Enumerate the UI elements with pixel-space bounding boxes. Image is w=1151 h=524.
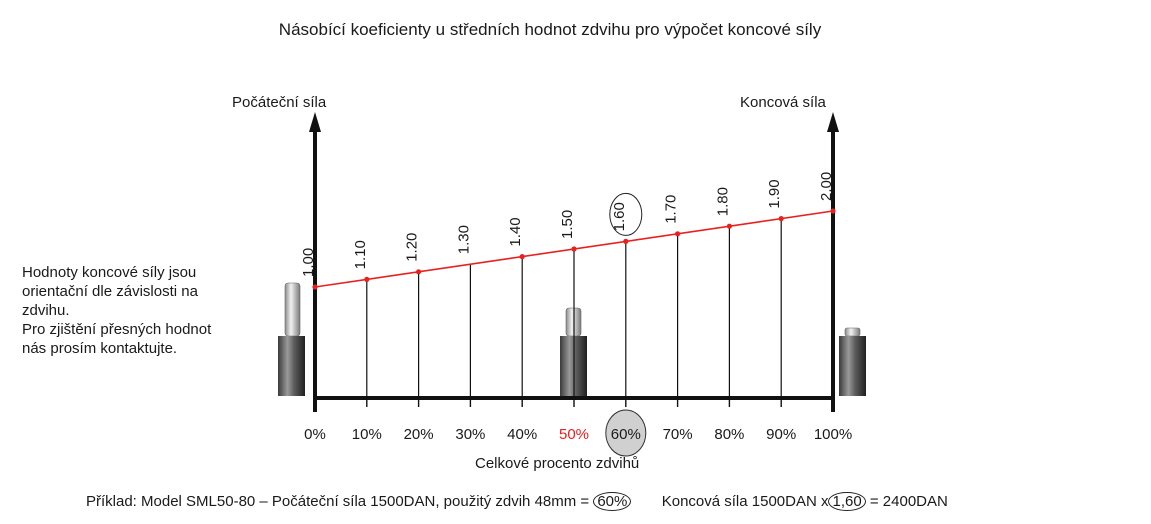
cylinder-extended-icon xyxy=(278,282,305,396)
note-line: orientační dle závislosti na xyxy=(22,283,198,300)
data-point xyxy=(571,246,577,252)
note-line: nás prosím kontaktujte. xyxy=(22,340,178,357)
note-line: zdvihu. xyxy=(22,302,70,319)
cylinder-compressed-icon xyxy=(839,327,866,396)
note-line: Pro zjištění přesných hodnot xyxy=(22,321,212,338)
value-label: 1.60 xyxy=(611,202,628,231)
example-result-suffix: = 2400DAN xyxy=(869,493,948,510)
right-axis-label: Koncová síla xyxy=(740,94,826,111)
value-label: 1.40 xyxy=(507,217,524,246)
example-result-prefix: Koncová síla 1500DAN x xyxy=(661,493,829,510)
x-tick-label: 80% xyxy=(714,426,744,443)
x-tick-label: 10% xyxy=(352,426,382,443)
x-tick-label: 90% xyxy=(766,426,796,443)
data-point xyxy=(519,254,525,260)
x-tick-label: 30% xyxy=(455,426,485,443)
x-tick-label: 60% xyxy=(611,426,641,443)
x-tick-label: 0% xyxy=(304,426,326,443)
value-label-circle-highlight xyxy=(609,192,643,236)
data-point xyxy=(623,238,629,244)
data-point xyxy=(830,208,836,214)
value-label: 1.50 xyxy=(559,210,576,239)
data-point xyxy=(312,284,318,290)
data-point xyxy=(726,223,733,229)
value-label: 1.30 xyxy=(455,225,472,254)
x-tick-label: 70% xyxy=(663,426,693,443)
x-tick-circle-highlight xyxy=(605,409,647,457)
note-line: Hodnoty koncové síly jsou xyxy=(22,264,197,281)
x-tick-label: 40% xyxy=(507,426,537,443)
value-label: 1.90 xyxy=(766,179,783,208)
data-point xyxy=(416,269,422,275)
example-factor-circled: 1,60 xyxy=(828,492,866,511)
value-label: 2.00 xyxy=(818,172,835,201)
value-label: 1.10 xyxy=(352,240,369,269)
x-tick-label: 20% xyxy=(404,426,434,443)
x-axis-title: Celkové procento zdvihů xyxy=(475,455,640,472)
note-text: Hodnoty koncové síly jsou orientační dle… xyxy=(22,263,211,358)
data-point xyxy=(364,276,370,282)
data-point xyxy=(778,216,784,222)
x-tick-label: 100% xyxy=(814,426,852,443)
right-axis-arrow-icon xyxy=(827,112,839,132)
data-point xyxy=(675,231,681,237)
value-label: 1.70 xyxy=(663,195,680,224)
left-axis-arrow-icon xyxy=(309,112,321,132)
left-axis-label: Počáteční síla xyxy=(232,94,327,111)
x-tick-label: 50% xyxy=(559,426,589,443)
value-label: 1.80 xyxy=(714,187,731,216)
example-text: Příklad: Model SML50-80 – Počáteční síla… xyxy=(86,492,948,511)
value-label: 1.20 xyxy=(404,233,421,262)
page-title: Násobící koeficienty u středních hodnot … xyxy=(278,20,822,39)
example-prefix: Příklad: Model SML50-80 – Počáteční síla… xyxy=(86,493,590,510)
value-label: 1.00 xyxy=(300,248,317,277)
example-stroke-circled: 60% xyxy=(593,492,632,511)
